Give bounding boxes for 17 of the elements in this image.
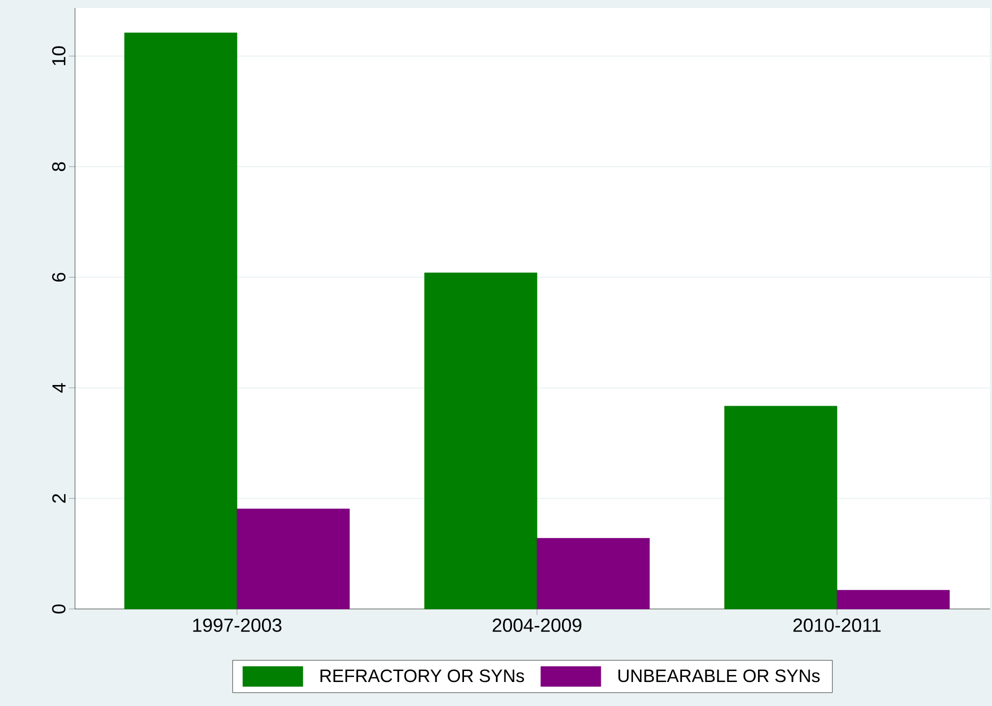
y-tick-label: 6 <box>52 272 66 282</box>
bar <box>124 32 238 610</box>
y-tick-label: 0 <box>52 604 66 614</box>
bar <box>424 272 538 610</box>
y-tick-label: 2 <box>52 494 66 503</box>
bar <box>836 590 950 610</box>
bar <box>724 406 838 610</box>
x-tick-label: 1997-2003 <box>193 618 282 632</box>
legend-label: REFRACTORY OR SYNs <box>320 669 524 682</box>
y-tick-label: 4 <box>52 383 66 393</box>
bar <box>236 508 350 610</box>
y-tick-label: 10 <box>52 46 66 66</box>
y-tick-label: 8 <box>52 162 66 172</box>
legend-label: UNBEARABLE OR SYNs <box>618 669 820 682</box>
x-tick-label: 2010-2011 <box>793 618 881 632</box>
x-tick-label: 2004-2009 <box>492 618 582 632</box>
bar <box>536 538 650 610</box>
